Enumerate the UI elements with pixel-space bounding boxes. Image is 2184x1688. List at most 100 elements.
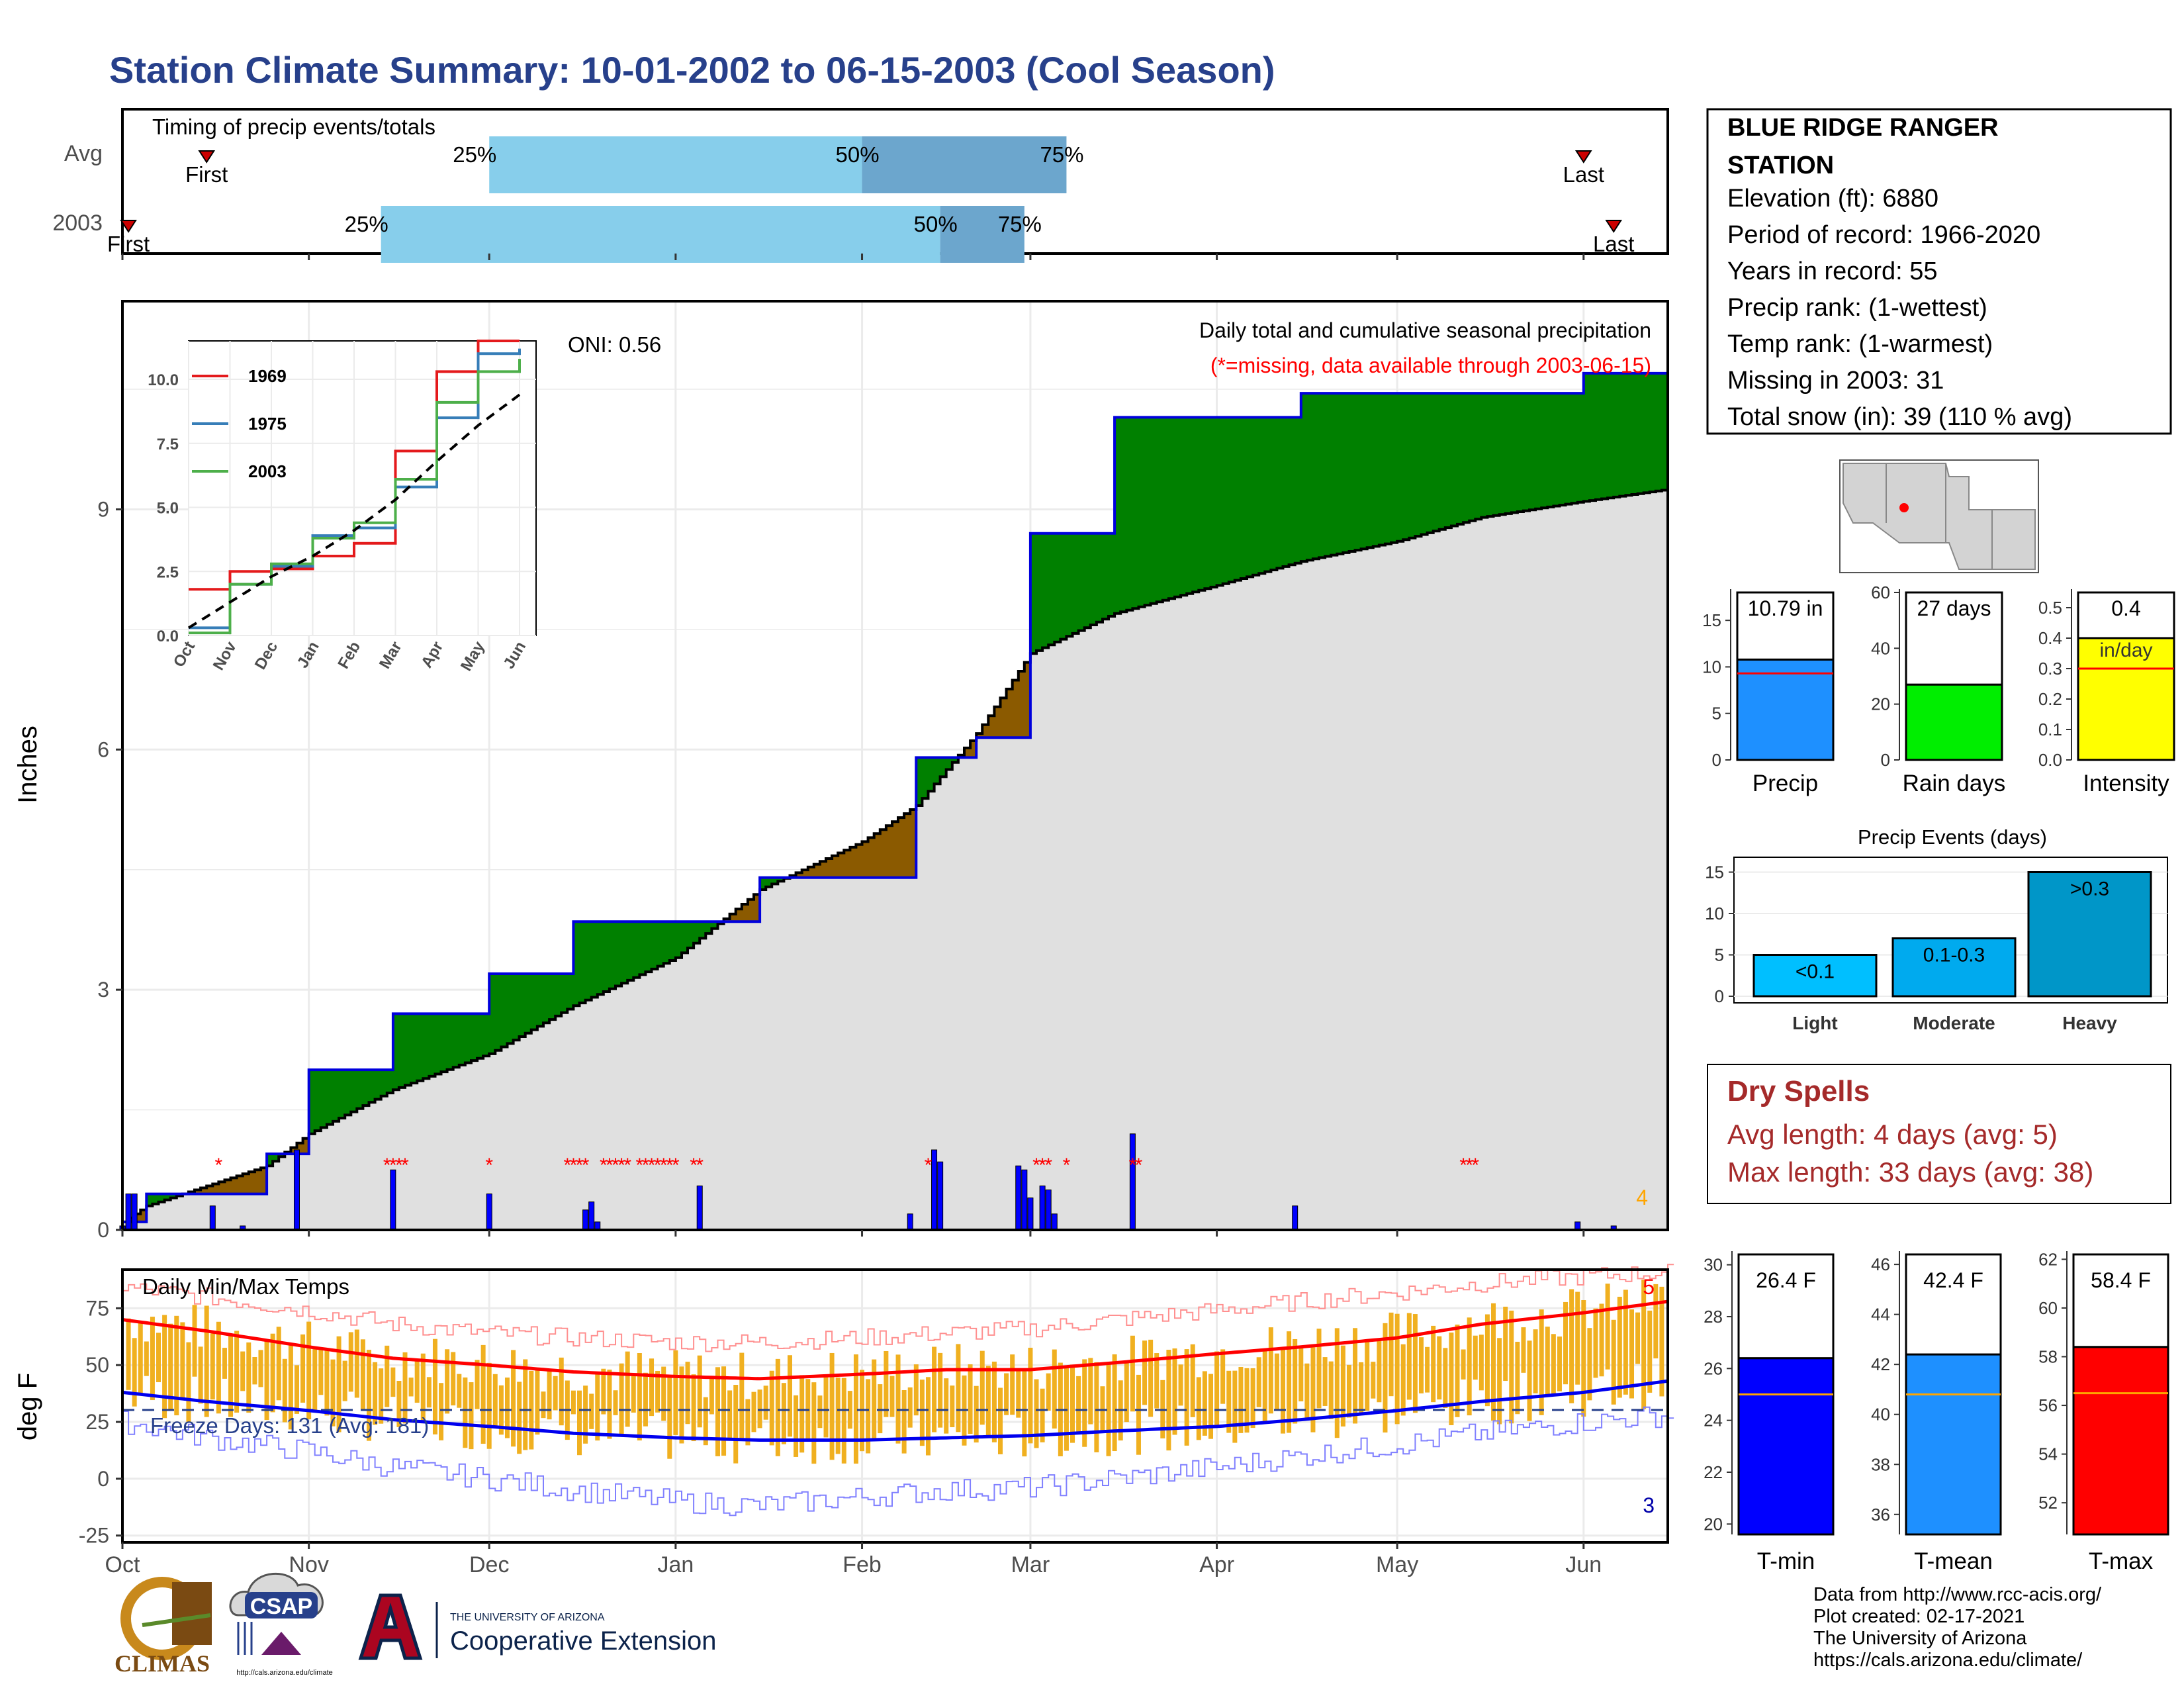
daily-temp-bar	[1172, 1348, 1177, 1435]
summary-value-box	[2077, 591, 2175, 639]
timing-pct-label: 50%	[836, 142, 880, 167]
missing-day-marker: *	[1129, 1154, 1137, 1176]
daily-temp-bar	[457, 1374, 462, 1408]
inset-ytick-label: 0.0	[157, 628, 179, 645]
inset-frame	[188, 340, 537, 636]
temp-summary-tick-label: 36	[1871, 1505, 1890, 1524]
events-tick-label: 10	[1705, 904, 1724, 923]
inset-ytick-label: 2.5	[157, 563, 179, 581]
daily-precip-bar	[125, 1194, 132, 1231]
daily-temp-bar	[1569, 1289, 1574, 1403]
daily-temp-bar	[1575, 1291, 1580, 1385]
station-location-dot	[1899, 503, 1909, 512]
temp-ytick-label: 75	[85, 1296, 109, 1320]
daily-temp-bar	[1473, 1335, 1478, 1380]
daily-temp-bar	[884, 1350, 889, 1417]
daily-precip-bar	[588, 1201, 595, 1231]
daily-temp-bar	[985, 1366, 991, 1436]
events-bar-moderate	[1891, 937, 2017, 998]
missing-day-marker: *	[1032, 1154, 1040, 1176]
daily-temp-bar	[270, 1333, 275, 1413]
daily-temp-bar	[1443, 1348, 1448, 1408]
daily-temp-bar	[156, 1333, 161, 1383]
locator-map	[1839, 459, 2039, 573]
daily-temp-bar	[1064, 1366, 1069, 1451]
events-bar-label: Heavy	[2062, 1013, 2117, 1033]
daily-temp-bar	[240, 1351, 246, 1391]
daily-temp-bar	[504, 1378, 510, 1438]
daily-temp-bar	[997, 1387, 1003, 1454]
temp-xtick-label: Dec	[469, 1552, 509, 1577]
missing-day-marker: *	[1465, 1154, 1473, 1176]
daily-temp-bar	[318, 1349, 324, 1395]
average-max-line	[122, 1299, 1668, 1381]
daily-temp-bar	[1388, 1312, 1394, 1397]
timing-row-avg-label: Avg	[64, 141, 103, 166]
summary-bar-label: Intensity	[2083, 771, 2169, 796]
station-elevation: Elevation (ft): 6880	[1727, 185, 1938, 212]
daily-temp-bar	[198, 1346, 203, 1404]
missing-day-marker: *	[563, 1154, 571, 1176]
missing-day-marker: *	[648, 1154, 656, 1176]
temp-ytick-label: -25	[79, 1524, 109, 1548]
first-event-marker	[120, 220, 137, 233]
timing-pct-label: 25%	[345, 212, 388, 236]
inset-ytick-label: 10.0	[148, 371, 179, 389]
temp-summary-tick-label: 56	[2038, 1395, 2058, 1415]
daily-temp-bar	[991, 1361, 997, 1442]
daily-temp-bar	[324, 1349, 330, 1416]
daily-temp-bar	[1467, 1317, 1472, 1416]
summary-tick-label: 0.3	[2038, 659, 2062, 679]
summary-value-box	[1905, 591, 2003, 686]
daily-temp-bar	[950, 1385, 955, 1428]
daily-temp-bar	[192, 1305, 197, 1377]
daily-precip-bar	[1129, 1133, 1136, 1231]
daily-temp-bar	[426, 1377, 432, 1408]
daily-precip-bar	[293, 1149, 300, 1231]
daily-temp-bar	[1551, 1334, 1556, 1395]
precip-frame	[121, 300, 1669, 1231]
daily-temp-bar	[144, 1341, 149, 1376]
missing-day-marker: *	[666, 1154, 674, 1176]
daily-temp-bar	[1400, 1344, 1406, 1416]
inset-ytick-label: 7.5	[157, 436, 179, 453]
footer: Data from http://www.rcc-acis.org/ Plot …	[114, 1572, 2102, 1677]
daily-temp-bar	[817, 1395, 823, 1429]
summary-tick-label: 0	[1712, 750, 1721, 770]
daily-temp-bar	[1557, 1336, 1562, 1391]
missing-day-marker: *	[576, 1154, 584, 1176]
precip-ytick-label: 3	[97, 978, 109, 1002]
daily-precip-bar	[907, 1213, 913, 1231]
daily-temp-bar	[1022, 1370, 1027, 1457]
daily-temp-bar	[1142, 1340, 1148, 1405]
temp-xtick-label: Feb	[842, 1552, 882, 1577]
temp-xtick-label: Nov	[289, 1552, 328, 1577]
daily-temp-bar	[932, 1346, 937, 1432]
missing-day-marker: *	[642, 1154, 650, 1176]
daily-temp-bar	[1418, 1337, 1424, 1393]
summary-tick-label: 0.1	[2038, 720, 2062, 739]
daily-temp-bar	[1647, 1310, 1653, 1393]
daily-temp-bar	[872, 1359, 877, 1440]
daily-temp-bar	[1587, 1328, 1592, 1401]
temp-summary-bar-t-max	[2072, 1346, 2169, 1536]
daily-temp-bar	[1136, 1374, 1141, 1455]
temp-summary-tick-label: 58	[2038, 1346, 2058, 1366]
daily-temp-bar	[811, 1382, 817, 1464]
daily-precip-bar	[1021, 1169, 1028, 1231]
daily-temp-bar	[288, 1344, 293, 1430]
timing-label: Timing of precip events/totals	[152, 115, 435, 139]
daily-temp-bar	[1293, 1338, 1298, 1424]
daily-precip-bar	[1051, 1213, 1058, 1231]
daily-temp-bar	[1365, 1340, 1370, 1411]
temp-summary-tick-label: 38	[1871, 1454, 1890, 1474]
daily-temp-bar	[1449, 1333, 1454, 1425]
daily-temp-bar	[655, 1370, 660, 1413]
summary-tick-label: 0.0	[2038, 750, 2062, 770]
temp-xtick-label: Jun	[1565, 1552, 1602, 1577]
daily-temp-bar	[1310, 1347, 1316, 1432]
daily-temp-bar	[1425, 1346, 1430, 1393]
daily-temp-bar	[1208, 1374, 1213, 1439]
daily-temp-bar	[944, 1378, 949, 1434]
